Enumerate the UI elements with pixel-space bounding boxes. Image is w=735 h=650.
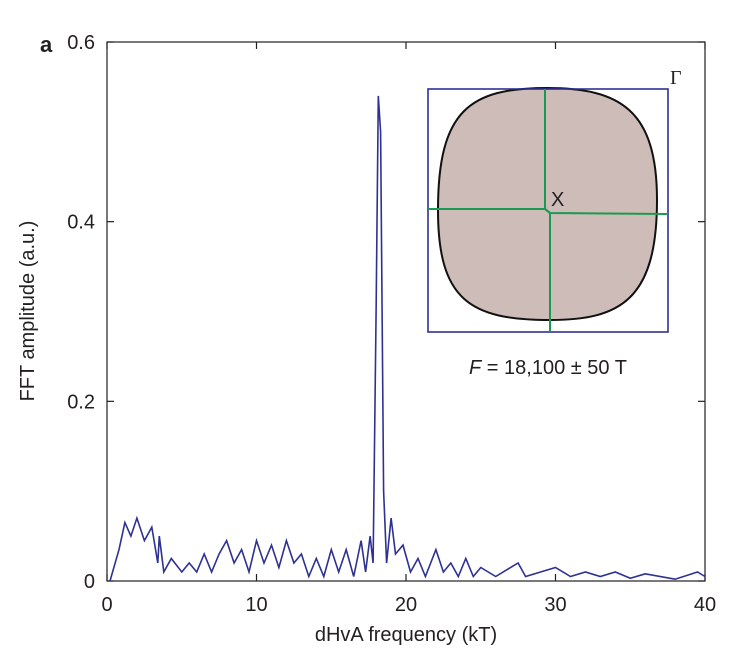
zone-line bbox=[428, 208, 669, 215]
annotation: F = 18,100 ± 50 T bbox=[469, 357, 627, 379]
x-tick-label: 20 bbox=[395, 594, 417, 616]
y-tick-label: 0.6 bbox=[67, 32, 95, 54]
inset-corner-label: Γ bbox=[670, 67, 682, 89]
x-axis-label: dHvA frequency (kT) bbox=[315, 624, 497, 646]
panel-label: a bbox=[40, 32, 53, 57]
x-tick-label: 0 bbox=[101, 594, 112, 616]
inset-point-label: X bbox=[551, 189, 564, 211]
y-tick-label: 0.4 bbox=[67, 212, 95, 234]
inset: X Γ bbox=[427, 67, 682, 333]
spectrum-line bbox=[109, 95, 706, 582]
x-tick-label: 30 bbox=[544, 594, 566, 616]
annotation-variable: F bbox=[469, 357, 483, 379]
y-tick-label: 0 bbox=[84, 571, 95, 593]
y-axis-label: FFT amplitude (a.u.) bbox=[17, 221, 39, 402]
annotation-text: = 18,100 ± 50 T bbox=[481, 357, 627, 379]
y-tick-label: 0.2 bbox=[67, 391, 95, 413]
x-tick-label: 10 bbox=[245, 594, 267, 616]
x-tick-label: 40 bbox=[694, 594, 716, 616]
fermi-surface bbox=[436, 86, 659, 322]
inset-frame bbox=[427, 88, 669, 333]
